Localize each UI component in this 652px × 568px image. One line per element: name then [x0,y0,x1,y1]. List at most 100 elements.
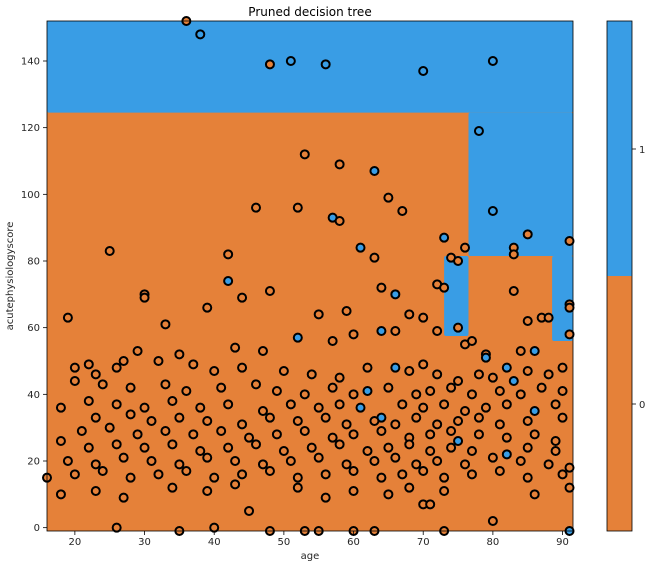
data-point [125,409,136,420]
data-point [313,402,324,413]
data-point [383,382,394,393]
data-point [487,206,498,216]
data-point [453,376,464,386]
x-tick-label: 90 [556,537,569,548]
data-point [564,302,575,313]
data-point [160,379,171,390]
data-point [264,286,275,296]
data-point [446,382,457,393]
data-point [327,432,338,443]
data-point [543,369,554,380]
data-point [334,439,345,450]
data-point [487,516,498,526]
data-point [369,416,380,426]
data-point [404,439,415,450]
data-point [202,452,213,463]
data-point [153,356,164,366]
data-point [522,472,533,483]
data-point [418,66,429,76]
data-point [160,426,171,436]
data-point [334,372,345,383]
data-point [278,366,289,376]
data-point [55,402,66,413]
data-point [439,486,450,496]
data-point [376,282,387,293]
data-point [341,459,352,470]
data-point [348,389,359,400]
data-point [306,442,317,453]
data-point [313,309,324,320]
data-point [69,362,80,373]
data-point [411,412,422,423]
colorbar-tick-label-1: 1 [639,145,645,156]
y-tick-label: 40 [27,390,40,401]
data-point [425,429,436,440]
data-point [237,362,248,373]
data-point [432,326,443,336]
data-point [425,386,436,396]
data-point [320,469,331,480]
data-point [390,419,401,430]
data-point [264,412,275,423]
data-point [174,349,185,360]
data-point [348,429,359,440]
x-tick-label: 30 [138,537,151,548]
x-tick-label: 70 [417,537,430,548]
data-point [104,246,115,256]
data-point [348,486,359,496]
data-point [522,416,533,426]
data-point [257,406,268,416]
data-point [292,416,303,426]
y-tick-label: 100 [21,190,40,201]
data-point [195,29,206,40]
data-point [118,452,129,463]
data-point [62,312,73,323]
data-point [376,426,387,436]
data-point [237,292,248,303]
data-point [244,506,255,516]
data-point [515,346,526,356]
data-point [383,489,394,500]
data-point [473,429,484,440]
x-axis-label: age [301,551,320,562]
data-point [139,402,150,413]
data-point [446,426,457,436]
data-point [501,432,512,443]
data-point [160,319,171,330]
data-point [466,389,477,400]
data-point [132,346,143,356]
data-point [383,192,394,203]
data-point [439,282,450,293]
data-point [508,249,519,260]
colorbar-frame [606,20,633,532]
data-point [264,466,275,476]
region-class-1-0 [47,21,573,113]
y-tick-label: 140 [21,57,40,68]
data-point [299,149,310,160]
data-point [83,442,94,453]
data-point [90,459,101,470]
plot-frame [46,20,574,532]
data-point [341,306,352,316]
data-point [550,399,561,410]
data-point [460,459,471,470]
data-point [362,386,373,396]
data-point [348,466,359,476]
data-point [411,459,422,470]
data-point [299,389,310,400]
data-point [557,386,568,396]
data-point [202,302,213,313]
data-point [83,359,94,370]
data-point [292,332,303,343]
data-point [237,469,248,480]
data-point [411,389,422,400]
data-point [501,449,512,460]
data-point [487,56,498,66]
data-point [83,396,94,406]
data-point [529,346,540,356]
data-point [453,256,464,266]
data-point [508,286,519,296]
y-tick-label: 20 [27,457,40,468]
region-class-1-3 [552,256,573,341]
data-point [230,456,241,466]
